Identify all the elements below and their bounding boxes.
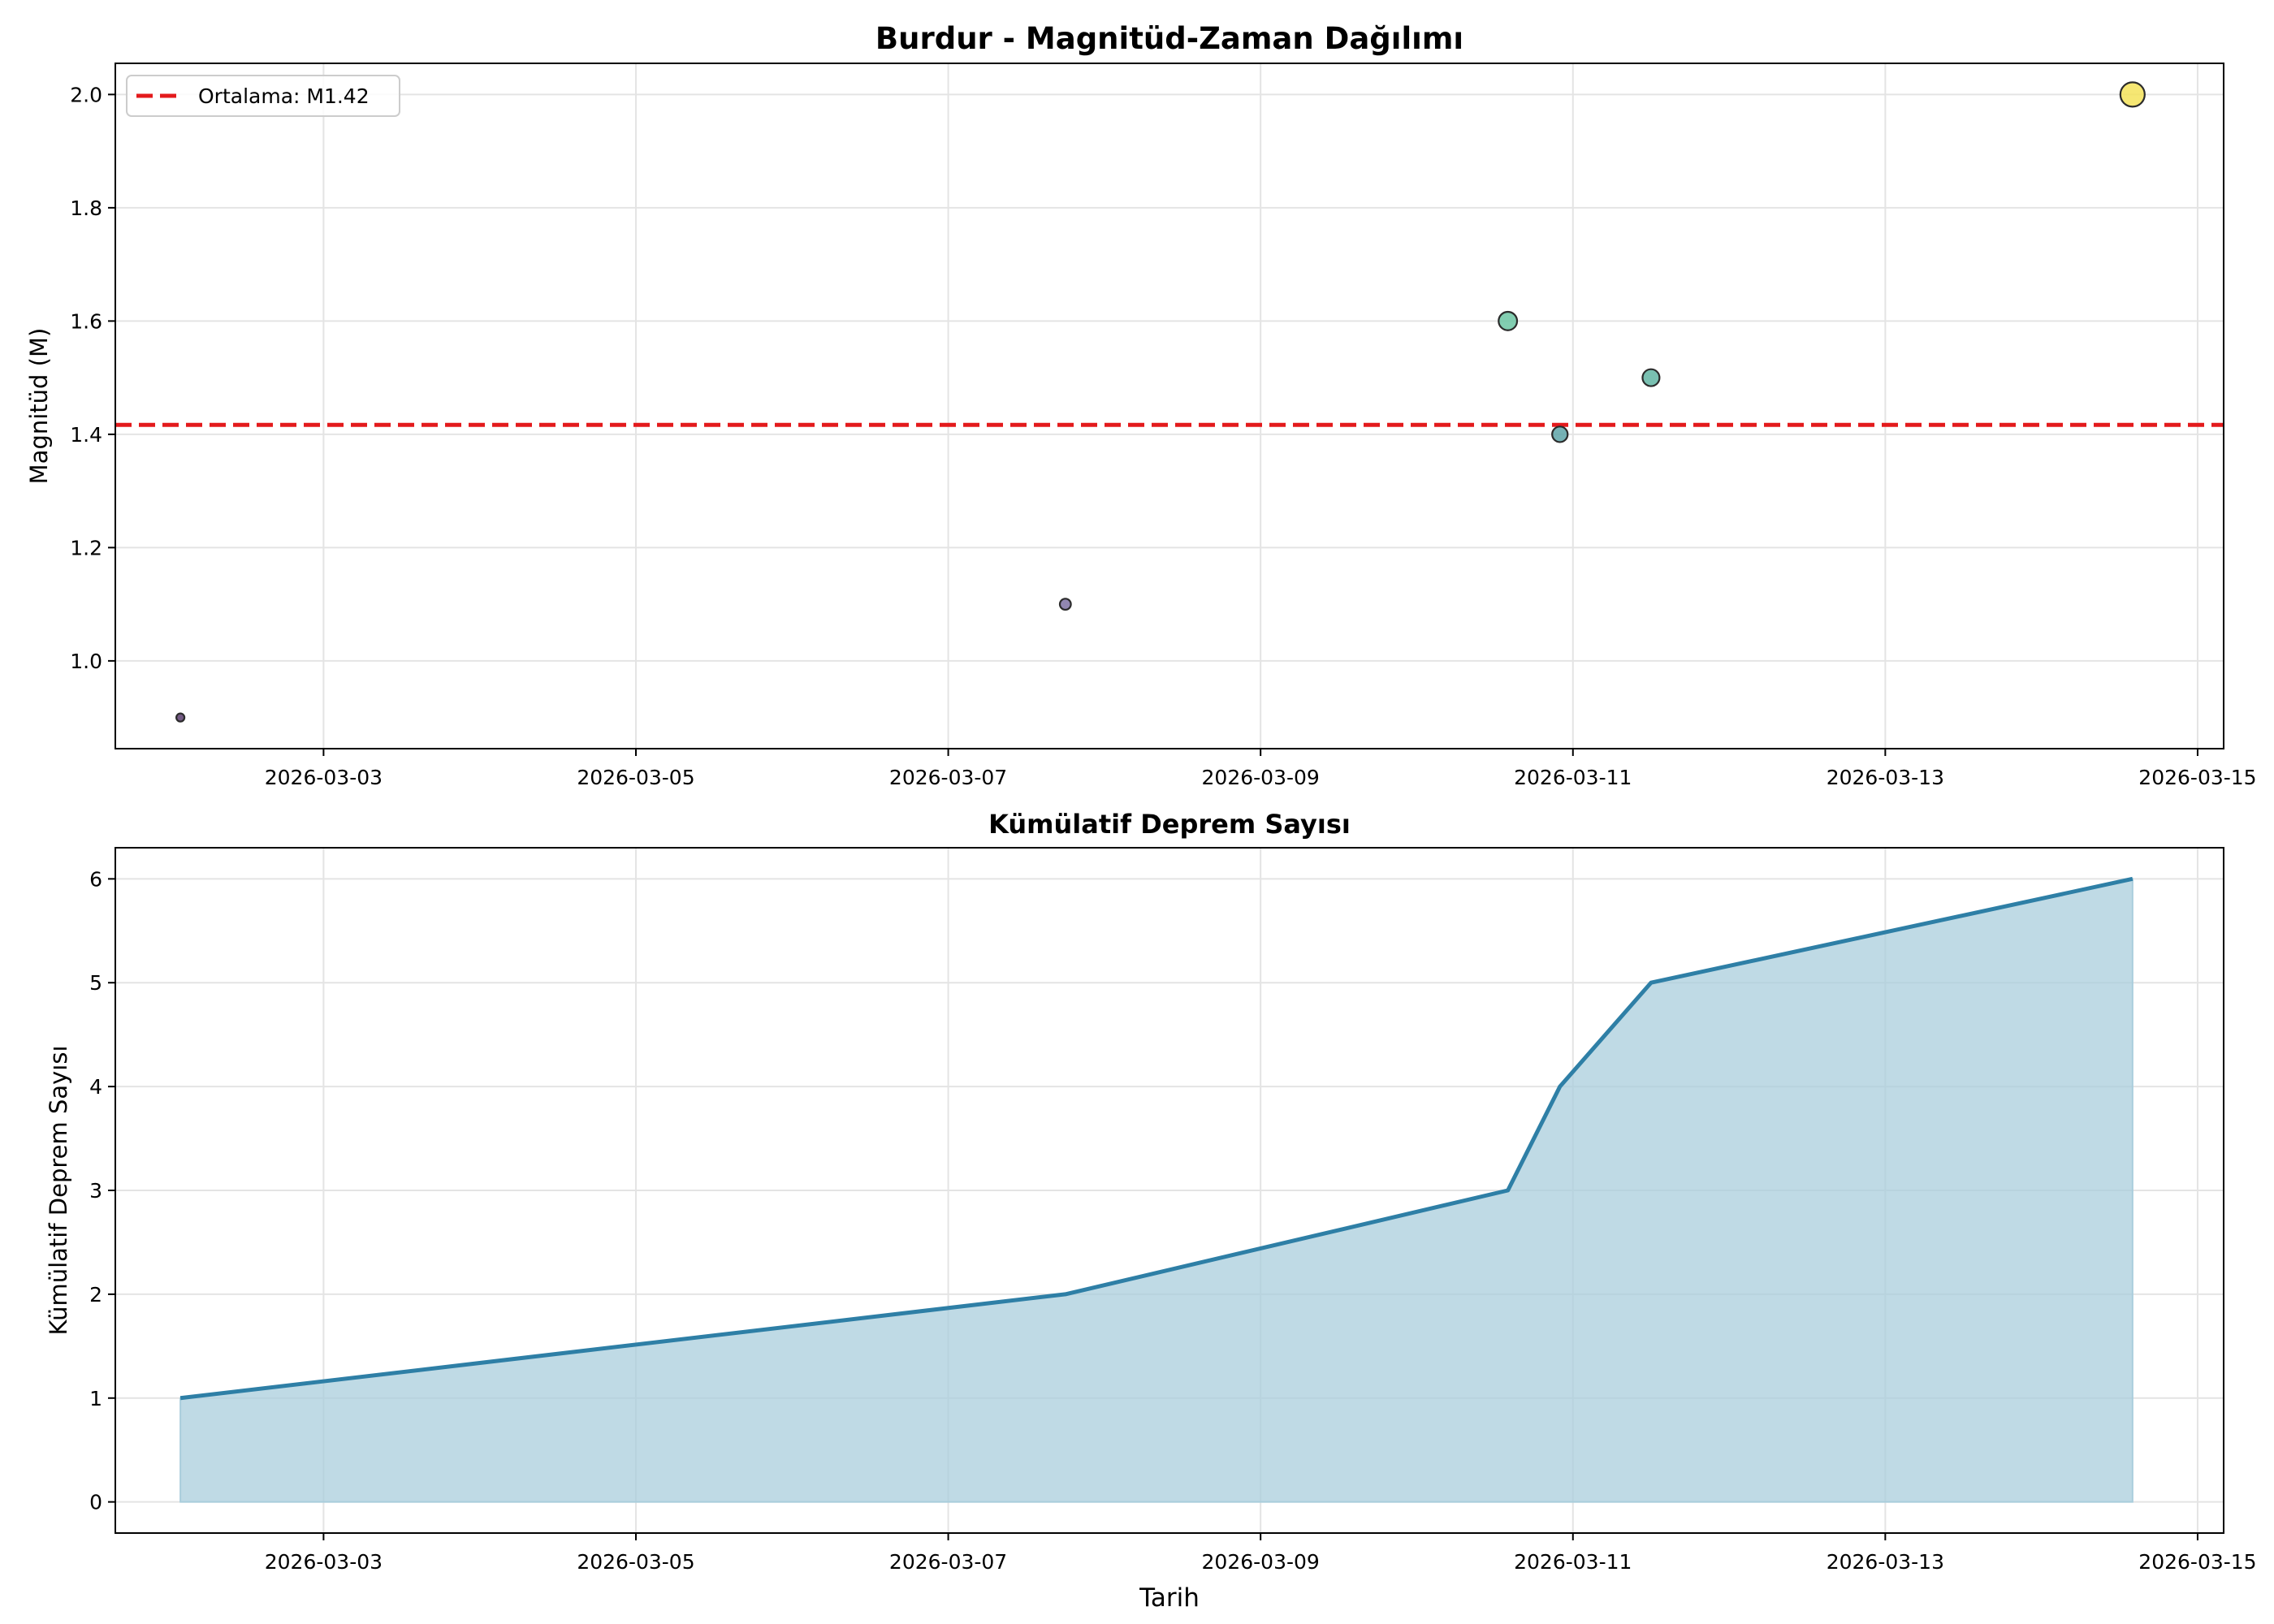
top-chart-grid [115, 63, 2224, 749]
y-tick-label: 5 [89, 971, 102, 995]
x-tick-label: 2026-03-15 [2138, 766, 2256, 789]
top-chart-x-ticks: 2026-03-03 2026-03-05 2026-03-07 2026-03-09… [265, 749, 2257, 789]
legend-label-mean: Ortalama: M1.42 [198, 84, 370, 108]
y-tick-label: 4 [89, 1075, 102, 1099]
x-tick-label: 2026-03-05 [577, 766, 694, 789]
magnitude-point [175, 712, 186, 723]
bottom-chart-y-ticks: 0 1 2 3 4 5 6 [89, 867, 115, 1514]
y-tick-label: 2.0 [70, 83, 102, 106]
magnitude-time-chart: 2026-03-03 2026-03-05 2026-03-07 2026-03-09… [25, 21, 2257, 789]
y-tick-label: 6 [89, 867, 102, 891]
x-tick-label: 2026-03-07 [889, 1550, 1007, 1574]
y-tick-label: 2 [89, 1283, 102, 1307]
y-tick-label: 1.4 [70, 423, 102, 447]
cumulative-count-line [179, 876, 2133, 1401]
x-tick-label: 2026-03-11 [1514, 766, 1632, 789]
y-tick-label: 1.6 [70, 309, 102, 333]
magnitude-point [1498, 310, 1519, 331]
x-tick-label: 2026-03-05 [577, 1550, 694, 1574]
legend: Ortalama: M1.42 [126, 75, 400, 117]
top-chart-frame [115, 63, 2224, 749]
x-tick-label: 2026-03-07 [889, 766, 1007, 789]
y-tick-label: 1.2 [70, 536, 102, 559]
legend-box [126, 75, 400, 117]
x-tick-label: 2026-03-11 [1514, 1550, 1632, 1574]
top-chart-title: Burdur - Magnitüd-Zaman Dağılımı [875, 21, 1463, 56]
bottom-chart-x-axis-label: Tarih [1139, 1583, 1200, 1613]
bottom-chart-title: Kümülatif Deprem Sayısı [988, 809, 1351, 840]
x-tick-label: 2026-03-13 [1827, 1550, 1944, 1574]
top-chart-y-axis-label: Magnitüd (M) [25, 328, 53, 485]
magnitude-point [2119, 81, 2146, 108]
x-tick-label: 2026-03-03 [265, 766, 383, 789]
magnitude-point [1641, 368, 1661, 387]
bottom-chart-y-axis-label: Kümülatif Deprem Sayısı [45, 1045, 72, 1335]
y-tick-label: 1.8 [70, 197, 102, 220]
top-chart-y-ticks: 1.0 1.2 1.4 1.6 1.8 2.0 [70, 83, 115, 673]
x-tick-label: 2026-03-09 [1202, 766, 1320, 789]
magnitude-point [1551, 425, 1569, 443]
x-tick-label: 2026-03-09 [1202, 1550, 1320, 1574]
y-tick-label: 3 [89, 1179, 102, 1203]
y-tick-label: 0 [89, 1491, 102, 1514]
x-tick-label: 2026-03-03 [265, 1550, 383, 1574]
scatter-points [175, 81, 2146, 723]
y-tick-label: 1 [89, 1387, 102, 1410]
x-tick-label: 2026-03-15 [2138, 1550, 2256, 1574]
y-tick-label: 1.0 [70, 650, 102, 673]
magnitude-point [1058, 598, 1072, 611]
x-tick-label: 2026-03-13 [1827, 766, 1944, 789]
bottom-chart-x-ticks: 2026-03-03 2026-03-05 2026-03-07 2026-03-09… [265, 1533, 2257, 1574]
cumulative-count-chart: 2026-03-03 2026-03-05 2026-03-07 2026-03-09… [45, 809, 2257, 1613]
